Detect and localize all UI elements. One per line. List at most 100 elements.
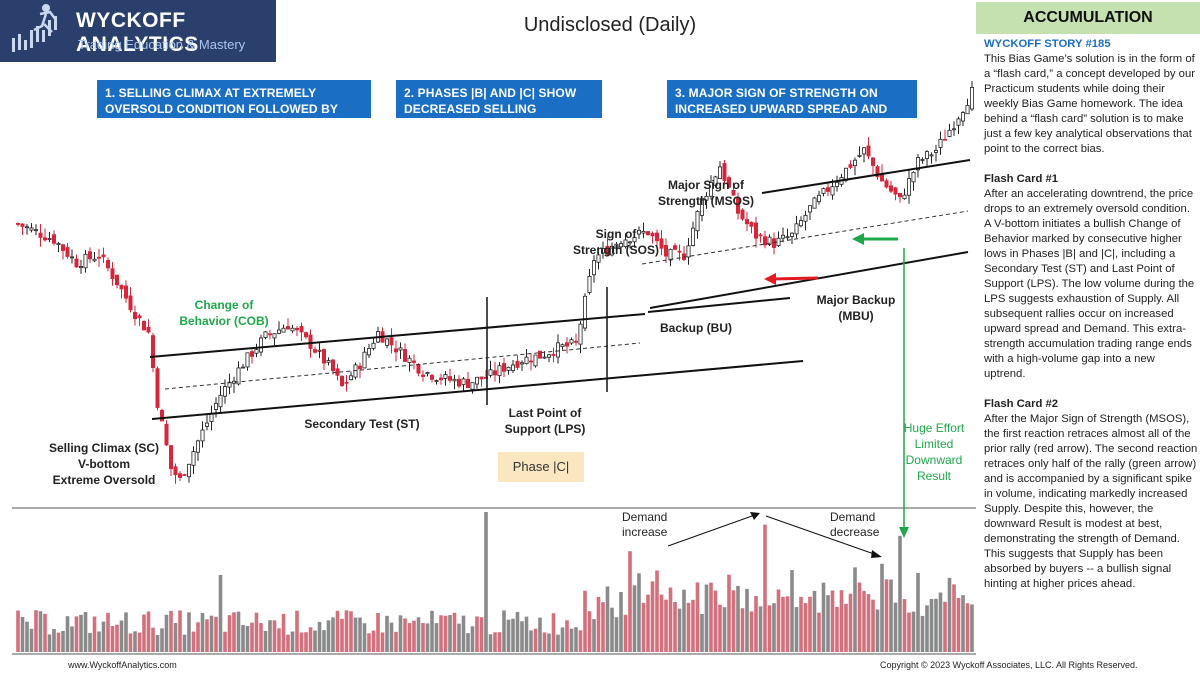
candle — [821, 188, 826, 194]
huge-effort-label: Huge Effort Limited Downward Result — [894, 420, 974, 484]
volume-bar — [628, 551, 632, 652]
candle — [146, 326, 151, 333]
candle — [677, 250, 682, 253]
volume-bar — [259, 623, 263, 652]
volume-bar — [794, 607, 799, 652]
sc-label: Selling Climax (SC) V-bottom Extreme Ove… — [34, 440, 174, 488]
volume-bar — [43, 613, 47, 652]
candle — [398, 347, 403, 351]
volume-bar — [938, 592, 943, 652]
volume-bar — [124, 612, 128, 652]
candle — [92, 258, 97, 262]
volume-bar — [907, 612, 911, 652]
volume-bar — [398, 615, 403, 652]
volume-bar — [614, 617, 619, 652]
candle — [731, 190, 736, 196]
candle — [632, 237, 637, 243]
volume-bar — [133, 631, 137, 652]
candle — [420, 374, 425, 377]
candle — [106, 260, 111, 269]
volume-bar — [623, 614, 628, 652]
candle — [330, 359, 335, 372]
volume-bar — [461, 615, 466, 652]
volume-bar — [268, 620, 272, 652]
candle — [447, 376, 452, 381]
volume-bar — [299, 632, 304, 652]
range-mid-line — [164, 342, 641, 390]
sc-line-1: Selling Climax (SC) — [48, 441, 160, 455]
candle — [164, 423, 169, 446]
volume-bar — [416, 617, 421, 652]
volume-bar — [808, 596, 812, 652]
volume-bar — [110, 626, 115, 652]
volume-bar — [385, 615, 389, 652]
candle — [862, 147, 867, 155]
volume-bar — [88, 632, 92, 652]
candle — [574, 340, 579, 343]
volume-bar — [223, 631, 227, 652]
volume-bar — [146, 611, 151, 652]
volume-bar — [583, 590, 587, 652]
candle — [321, 349, 326, 364]
candle — [348, 375, 353, 381]
candle — [74, 258, 79, 268]
volume-bar — [511, 618, 515, 652]
volume-bar — [515, 611, 520, 652]
volume-bar — [686, 602, 691, 652]
candle — [934, 150, 939, 153]
cob-line-2: Behavior (COB) — [179, 314, 269, 328]
candle — [34, 229, 39, 232]
lps-label: Last Point of Support (LPS) — [490, 405, 600, 437]
channel-mid-line — [641, 210, 969, 265]
candle — [686, 245, 691, 258]
candle — [38, 232, 43, 238]
candle — [916, 157, 921, 171]
volume-bar — [758, 606, 763, 652]
volume-bar — [529, 630, 533, 652]
volume-bar — [232, 612, 236, 652]
volume-bar — [16, 610, 20, 652]
wyckoff-logo-icon — [12, 4, 57, 52]
candle — [407, 357, 412, 363]
volume-bar — [880, 563, 884, 652]
candle — [393, 348, 398, 353]
volume-bar — [421, 622, 425, 652]
volume-bar — [902, 599, 907, 652]
volume-bar — [605, 586, 610, 652]
candle — [119, 284, 124, 290]
candle — [344, 381, 349, 384]
candle — [88, 251, 93, 260]
logo-subtitle: Trading Education & Mastery — [78, 37, 246, 52]
volume-bar — [790, 570, 794, 652]
candle — [664, 244, 669, 257]
volume-layer — [16, 512, 974, 652]
lps-line-1: Last Point of — [508, 406, 582, 420]
trendlines-layer — [12, 159, 976, 655]
volume-bar — [916, 572, 920, 652]
candle — [128, 295, 133, 311]
channel-top-line — [761, 159, 971, 194]
volume-bar — [547, 633, 551, 652]
candle — [709, 182, 714, 197]
volume-bar — [799, 596, 803, 652]
volume-bar — [425, 623, 430, 652]
volume-bar — [704, 584, 709, 652]
volume-bar — [578, 630, 583, 652]
volume-bar — [394, 631, 398, 652]
volume-bar — [695, 582, 700, 652]
volume-bar — [286, 634, 290, 652]
candle — [29, 227, 34, 231]
candle — [956, 118, 961, 126]
volume-bar — [70, 626, 74, 652]
candle — [115, 274, 120, 286]
demand-increase-line-1: Demand — [622, 510, 668, 524]
volume-bar — [862, 590, 866, 652]
candle — [510, 364, 515, 371]
volume-bar — [353, 617, 358, 652]
volume-bar — [961, 595, 965, 652]
story-intro: This Bias Game’s solution is in the form… — [984, 53, 1196, 155]
volume-bar — [898, 535, 902, 652]
candle — [619, 243, 624, 248]
volume-bar — [677, 608, 682, 652]
volume-bar — [664, 599, 668, 652]
